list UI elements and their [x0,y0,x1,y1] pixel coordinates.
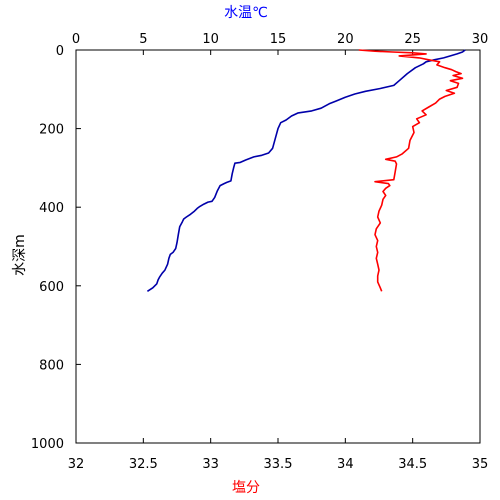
top-tick-label: 5 [139,32,147,47]
y-tick-label: 0 [56,44,64,59]
plot-frame [75,49,481,444]
y-tick-label: 600 [39,280,64,295]
bottom-tick-label: 33.5 [264,457,293,472]
bottom-axis-ticks: 32 32.5 33 33.5 34 34.5 35 [68,438,489,472]
top-tick-label: 10 [202,32,219,47]
bottom-tick-label: 32.5 [129,457,158,472]
bottom-tick-label: 34.5 [398,457,427,472]
series-layer [146,49,466,292]
y-axis-title: 水深m [12,234,28,276]
top-axis-ticks: 0 5 10 15 20 25 30 [72,32,488,55]
temperature-profile-line [146,49,466,292]
y-axis-ticks: 0 200 400 600 800 1000 [31,44,81,452]
top-tick-label: 20 [337,32,354,47]
y-tick-label: 800 [39,358,64,373]
y-tick-label: 200 [39,123,64,138]
bottom-tick-label: 34 [337,457,354,472]
top-tick-label: 25 [404,32,421,47]
bottom-axis-title: 塩分 [232,480,260,496]
top-axis-title: 水温℃ [224,5,268,21]
bottom-tick-label: 35 [472,457,489,472]
salinity-profile-line [358,49,464,292]
top-tick-label: 15 [270,32,287,47]
y-tick-label: 400 [39,201,64,216]
top-tick-label: 0 [72,32,80,47]
bottom-tick-label: 33 [202,457,219,472]
top-tick-label: 30 [472,32,489,47]
y-tick-label: 1000 [31,437,64,452]
bottom-tick-label: 32 [68,457,85,472]
